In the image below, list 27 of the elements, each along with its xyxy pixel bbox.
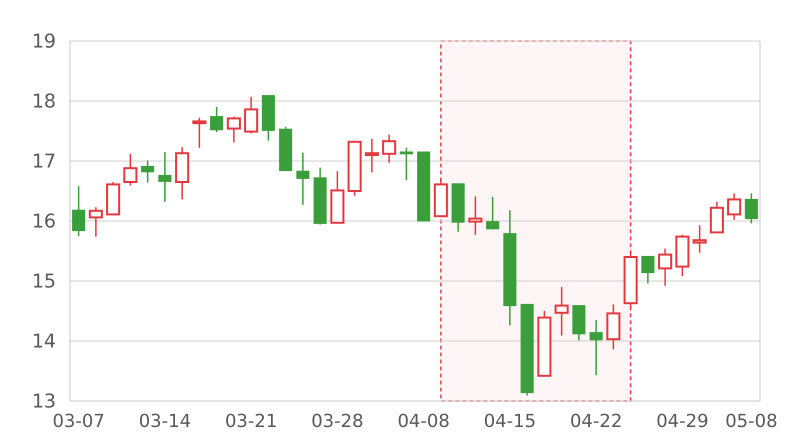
x-tick-label: 03-07 <box>52 411 105 432</box>
x-tick-label: 03-28 <box>311 411 364 432</box>
y-tick-label: 15 <box>32 270 56 293</box>
x-tick-label: 04-08 <box>397 411 450 432</box>
x-tick-label: 04-29 <box>656 411 709 432</box>
candlestick <box>364 138 379 174</box>
candlestick <box>158 151 172 203</box>
candlestick <box>744 192 758 224</box>
y-tick-label: 18 <box>32 90 56 113</box>
candlestick <box>554 286 569 336</box>
y-tick-label: 17 <box>32 150 56 173</box>
candlestick <box>141 160 154 184</box>
y-tick-label: 13 <box>32 390 56 413</box>
candlestick <box>692 224 707 254</box>
candlestick <box>468 196 482 236</box>
y-tick-label: 14 <box>32 330 56 353</box>
x-tick-label: 04-22 <box>570 411 622 432</box>
candlestick <box>72 185 86 237</box>
y-tick-label: 16 <box>32 210 56 233</box>
x-tick-label: 04-15 <box>484 411 536 432</box>
x-tick-label: 03-21 <box>224 411 278 432</box>
y-tick-label: 19 <box>32 30 56 53</box>
x-tick-label: 03-14 <box>138 411 192 432</box>
x-tick-label: 05-08 <box>725 411 778 432</box>
candlestick <box>503 209 516 326</box>
candlestick <box>590 319 603 376</box>
candlestick <box>296 152 310 206</box>
